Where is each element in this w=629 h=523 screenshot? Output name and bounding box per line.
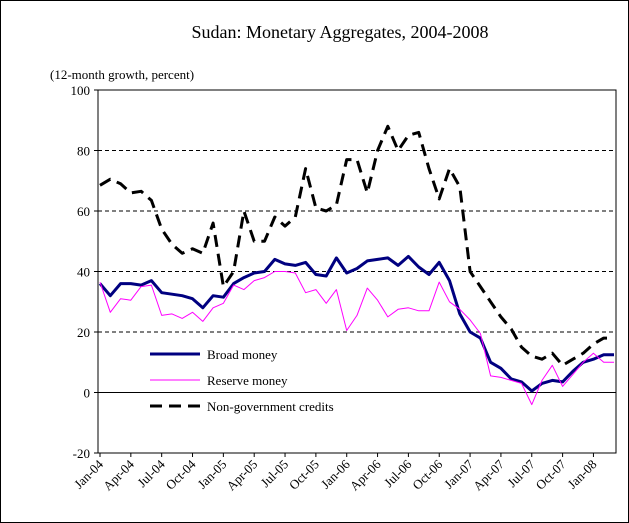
y-tick-label: -20 xyxy=(73,446,90,461)
legend-label: Non-government credits xyxy=(207,399,334,414)
chart-title: Sudan: Monetary Aggregates, 2004-2008 xyxy=(192,22,489,42)
y-tick-label: 100 xyxy=(71,83,91,98)
series-line xyxy=(98,254,614,393)
y-tick-label: 0 xyxy=(84,386,91,401)
y-tick-label: 40 xyxy=(77,265,90,280)
y-tick-label: 60 xyxy=(77,204,90,219)
series-line xyxy=(99,124,614,367)
legend-label: Reserve money xyxy=(207,373,288,388)
series-line xyxy=(99,271,614,406)
y-tick-label: 20 xyxy=(77,325,90,340)
chart-subtitle: (12-month growth, percent) xyxy=(50,67,194,82)
legend-label: Broad money xyxy=(207,347,278,362)
y-tick-label: 80 xyxy=(77,144,90,159)
